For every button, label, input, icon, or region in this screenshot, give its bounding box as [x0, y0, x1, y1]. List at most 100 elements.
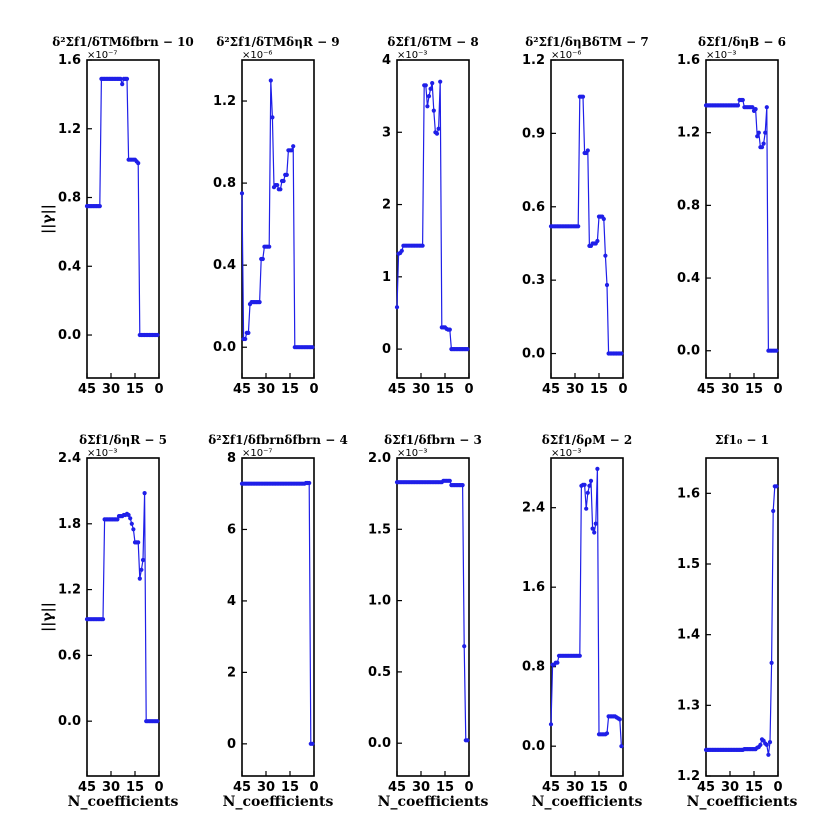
data-point	[548, 722, 554, 727]
subplot: δΣf1/δfbrn − 3×10⁻³ 0.0 0.5 1.0 1.5 2.0 45 30 15…	[368, 433, 488, 810]
series-line	[242, 482, 313, 745]
data-point	[580, 94, 586, 99]
data-point	[750, 105, 755, 110]
plot-frame	[396, 457, 470, 777]
data-point	[759, 145, 765, 150]
subplot-title: δΣf1/δηR − 5	[79, 433, 167, 447]
y-tick-label: 0	[382, 342, 391, 357]
x-tick-label: 0	[773, 780, 782, 795]
data-point	[281, 178, 286, 184]
y-tick-label: 0.0	[213, 340, 236, 355]
data-point	[576, 224, 581, 229]
data-point	[585, 148, 590, 153]
data-point	[603, 253, 608, 258]
data-point	[735, 103, 741, 108]
y-tick-label: 1.2	[677, 126, 700, 141]
y-tick-label: 1	[382, 270, 391, 285]
data-point	[289, 148, 294, 153]
y-axis-label: ||γ||	[40, 204, 56, 234]
x-tick-label: 30	[721, 780, 739, 795]
y-tick-label: 0.0	[58, 328, 81, 343]
data-point	[310, 741, 315, 746]
data-point	[436, 126, 441, 131]
plot-frame	[86, 457, 160, 777]
data-point	[465, 738, 470, 743]
x-tick-label: 30	[257, 780, 275, 795]
data-point	[425, 104, 430, 109]
y-tick-label: 0.8	[58, 191, 81, 206]
subplot: δΣf1/δηR − 5×10⁻³ 0.0 0.6 1.2 1.8 2.4 45 30 15 0 |…	[40, 433, 178, 810]
x-axis-label: N_coefficients	[68, 794, 179, 810]
data-point	[595, 466, 600, 471]
subplot: δΣf1/δTM − 8×10⁻³ 0 1 2 3 4 45 30 15 0	[382, 35, 479, 397]
x-tick-label: 15	[436, 780, 454, 795]
subplot: δ²Σf1/δηBδTM − 7×10⁻⁶ 0.0 0.3 0.6 0.9 1.2 45 30…	[522, 35, 649, 397]
data-point	[310, 345, 315, 350]
x-tick-label: 15	[126, 780, 144, 795]
data-point	[257, 300, 262, 305]
data-point	[270, 115, 275, 120]
data-point	[585, 490, 590, 495]
scale-multiplier: ×10⁻⁷	[242, 448, 272, 459]
data-point	[619, 351, 624, 356]
y-tick-label: 0.3	[522, 273, 545, 288]
x-tick-label: 30	[412, 780, 430, 795]
data-point	[128, 516, 133, 521]
series-line	[87, 493, 158, 722]
y-tick-label: 1.4	[677, 628, 700, 643]
x-tick-label: 30	[566, 382, 584, 397]
data-point	[246, 330, 251, 335]
subplot: Σf1₀ − 1 1.2 1.3 1.4 1.5 1.6 45 30 15 0N_coeffici…	[677, 433, 797, 810]
data-point	[588, 478, 594, 483]
x-tick-label: 15	[436, 382, 454, 397]
x-tick-label: 45	[233, 382, 251, 397]
x-tick-label: 30	[566, 780, 584, 795]
y-tick-label: 0.0	[522, 347, 545, 362]
data-point	[431, 108, 436, 113]
y-tick-label: 1.2	[213, 94, 236, 109]
data-point	[155, 719, 160, 724]
y-tick-label: 6	[227, 522, 236, 537]
data-point	[284, 172, 289, 177]
y-tick-label: 0.8	[522, 660, 545, 675]
y-tick-label: 1.6	[677, 53, 700, 68]
scale-multiplier: ×10⁻³	[87, 448, 117, 459]
subplot-title: δΣf1/δηB − 6	[698, 35, 786, 49]
x-tick-label: 30	[102, 382, 120, 397]
data-point	[115, 517, 120, 522]
subplot-title: δΣf1/δfbrn − 3	[384, 433, 482, 447]
x-tick-label: 45	[78, 780, 96, 795]
x-tick-label: 45	[233, 780, 251, 795]
data-point	[394, 305, 400, 310]
data-point	[131, 527, 136, 532]
data-point	[462, 644, 467, 649]
y-tick-label: 1.2	[58, 583, 81, 598]
x-tick-label: 15	[745, 382, 763, 397]
data-point	[139, 567, 144, 572]
y-tick-label: 1.5	[368, 522, 391, 537]
x-tick-label: 0	[309, 780, 318, 795]
data-point	[587, 483, 592, 488]
series-line	[396, 81, 468, 350]
plot-frame	[396, 59, 470, 379]
data-point	[268, 78, 273, 83]
y-tick-label: 4	[227, 594, 236, 609]
data-point	[740, 97, 745, 103]
x-tick-label: 0	[618, 382, 627, 397]
y-tick-label: 1.6	[522, 580, 545, 595]
data-point	[590, 526, 595, 531]
subplot-title: δ²Σf1/δTMδfbrn − 10	[52, 35, 194, 49]
data-point	[767, 740, 773, 745]
scale-multiplier: ×10⁻³	[706, 50, 736, 61]
scale-multiplier: ×10⁻³	[397, 50, 427, 61]
y-tick-label: 4	[382, 53, 391, 68]
data-point	[447, 478, 452, 483]
data-point	[137, 576, 142, 581]
data-point	[601, 216, 606, 222]
scale-multiplier: ×10⁻³	[551, 448, 581, 459]
data-point	[97, 204, 102, 209]
data-point	[118, 76, 123, 81]
data-point	[769, 660, 774, 666]
y-tick-label: 0.6	[522, 200, 545, 215]
